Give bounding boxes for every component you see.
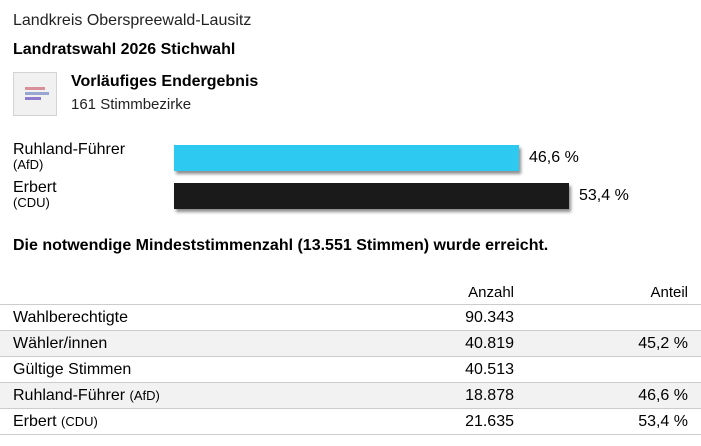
- row-label: Erbert: [13, 413, 57, 430]
- row-count: 18.878: [465, 387, 514, 404]
- district-title: Landkreis Oberspreewald-Lausitz: [13, 12, 252, 29]
- table-row: Erbert (CDU) 21.635 53,4 %: [0, 409, 701, 435]
- row-count: 40.513: [465, 361, 514, 378]
- row-share: 53,4 %: [638, 413, 688, 430]
- status-subtitle: 161 Stimmbezirke: [71, 96, 192, 113]
- candidate-percent-1: 46,6 %: [529, 149, 579, 166]
- row-label: Gültige Stimmen: [13, 361, 132, 378]
- row-party: (CDU): [61, 414, 98, 429]
- candidate-party-1: (AfD): [13, 157, 44, 172]
- table-row: Gültige Stimmen 40.513: [0, 357, 701, 383]
- row-label: Ruhland-Führer: [13, 387, 126, 404]
- row-share: 45,2 %: [638, 335, 688, 352]
- row-party: (AfD): [129, 388, 160, 403]
- row-count: 40.819: [465, 335, 514, 352]
- results-table: Anzahl Anteil Wahlberechtigte 90.343 Wäh…: [0, 282, 701, 435]
- candidate-percent-2: 53,4 %: [579, 187, 629, 204]
- row-label: Wähler/innen: [13, 335, 108, 352]
- bar-chart-icon: [13, 72, 57, 116]
- minimum-votes-notice: Die notwendige Mindeststimmenzahl (13.55…: [13, 237, 549, 254]
- table-row: Ruhland-Führer (AfD) 18.878 46,6 %: [0, 383, 701, 409]
- row-count: 90.343: [465, 309, 514, 326]
- candidate-name-1: Ruhland-Führer: [13, 141, 126, 158]
- column-header-share: Anteil: [650, 284, 688, 301]
- row-share: 46,6 %: [638, 387, 688, 404]
- candidate-name-2: Erbert: [13, 179, 57, 196]
- election-title: Landratswahl 2026 Stichwahl: [13, 41, 236, 58]
- candidate-bar-1: [174, 145, 519, 171]
- table-header: Anzahl Anteil: [0, 282, 701, 305]
- candidate-party-2: (CDU): [13, 195, 50, 210]
- table-row: Wahlberechtigte 90.343: [0, 305, 701, 331]
- column-header-count: Anzahl: [468, 284, 514, 301]
- row-count: 21.635: [465, 413, 514, 430]
- status-title: Vorläufiges Endergebnis: [71, 73, 259, 90]
- table-row: Wähler/innen 40.819 45,2 %: [0, 331, 701, 357]
- row-label: Wahlberechtigte: [13, 309, 129, 326]
- candidate-bar-2: [174, 183, 569, 209]
